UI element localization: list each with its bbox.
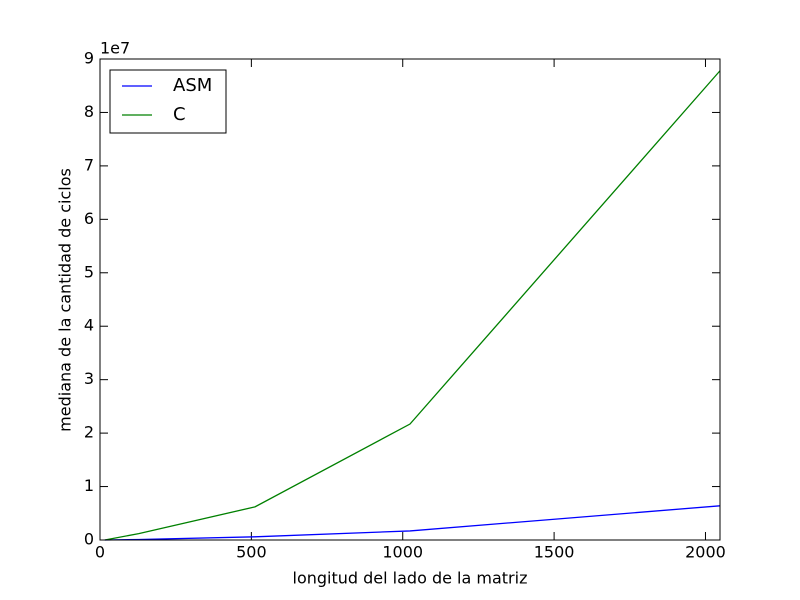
y-tick-label: 3 xyxy=(84,369,94,388)
x-tick-label: 2000 xyxy=(685,543,726,562)
y-tick-label: 4 xyxy=(84,316,94,335)
series-line xyxy=(104,70,721,541)
x-tick-label: 0 xyxy=(95,543,105,562)
legend-label: ASM xyxy=(173,75,212,96)
y-offset-label: 1e7 xyxy=(100,39,130,58)
y-tick-label: 6 xyxy=(84,209,94,228)
x-axis-label: longitud del lado de la matriz xyxy=(293,569,528,588)
y-tick-label: 5 xyxy=(84,262,94,281)
x-tick-label: 1000 xyxy=(382,543,423,562)
x-tick-label: 1500 xyxy=(534,543,575,562)
legend-box xyxy=(109,69,227,134)
legend-label: C xyxy=(173,104,186,125)
y-tick-label: 9 xyxy=(84,49,94,68)
plot-frame xyxy=(99,58,721,541)
x-tick-label: 500 xyxy=(236,543,267,562)
y-tick-label: 1 xyxy=(84,476,94,495)
y-tick-label: 7 xyxy=(84,155,94,174)
y-tick-label: 2 xyxy=(84,423,94,442)
y-tick-label: 8 xyxy=(84,102,94,121)
y-tick-label: 0 xyxy=(84,530,94,549)
y-axis-label: mediana de la cantidad de ciclos xyxy=(56,168,75,432)
